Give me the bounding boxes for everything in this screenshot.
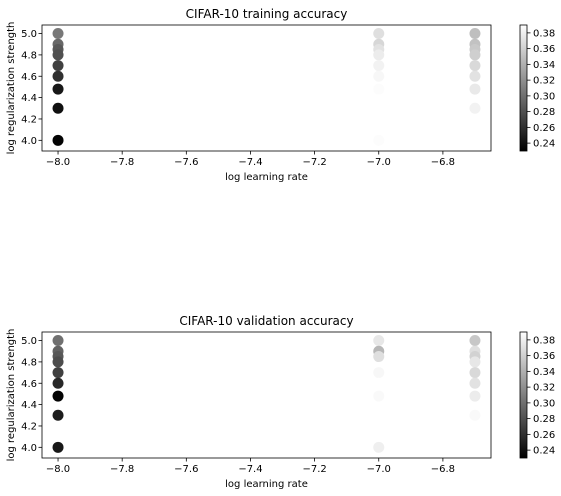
colorbar-tick-label: 0.30 [533, 91, 555, 102]
colorbar-tick-label: 0.32 [533, 76, 555, 87]
y-tick-label: 4.6 [21, 379, 37, 390]
colorbar [519, 331, 528, 459]
colorbar-tick-label: 0.38 [533, 335, 555, 346]
x-tick-label: −7.2 [302, 157, 326, 168]
plot-frame [41, 331, 492, 459]
data-point [373, 351, 385, 363]
colorbar-tick-label: 0.28 [533, 414, 555, 425]
data-point [469, 335, 481, 347]
x-tick-label: −6.8 [431, 464, 455, 475]
colorbar-tick-label: 0.24 [533, 139, 555, 150]
y-tick-label: 4.2 [21, 421, 37, 432]
x-tick-label: −6.8 [431, 157, 455, 168]
x-tick-label: −7.6 [174, 157, 198, 168]
data-point [469, 28, 481, 40]
x-tick-label: −7.8 [110, 464, 134, 475]
data-point [373, 409, 385, 421]
y-tick-label: 4.0 [21, 136, 37, 147]
data-point [373, 390, 385, 402]
data-point [52, 356, 64, 368]
data-point [52, 390, 64, 402]
data-point [52, 60, 64, 72]
y-tick-label: 5.0 [21, 336, 37, 347]
chart-title: CIFAR-10 validation accuracy [179, 314, 353, 328]
data-point [373, 377, 385, 389]
data-point [373, 70, 385, 82]
x-tick-label: −7.4 [238, 157, 262, 168]
data-point [52, 102, 64, 114]
x-tick-label: −7.4 [238, 464, 262, 475]
data-point [373, 28, 385, 40]
y-tick-label: 4.4 [21, 400, 37, 411]
data-point [373, 335, 385, 347]
data-point [52, 28, 64, 40]
y-tick-label: 4.8 [21, 357, 37, 368]
data-point [469, 377, 481, 389]
colorbar-tick-label: 0.36 [533, 44, 555, 55]
data-point [469, 83, 481, 95]
data-point [373, 60, 385, 72]
x-tick-label: −7.0 [367, 157, 391, 168]
data-point [469, 49, 481, 61]
y-tick-label: 4.6 [21, 72, 37, 83]
data-point [52, 441, 64, 453]
x-tick-label: −7.6 [174, 464, 198, 475]
colorbar-tick-label: 0.26 [533, 123, 555, 134]
data-point [373, 83, 385, 95]
colorbar-tick-label: 0.38 [533, 28, 555, 39]
data-point [52, 49, 64, 61]
data-point [469, 356, 481, 368]
data-point [52, 70, 64, 82]
colorbar-tick-label: 0.34 [533, 367, 555, 378]
x-tick-label: −7.8 [110, 157, 134, 168]
data-point [469, 70, 481, 82]
data-point [52, 335, 64, 347]
data-point [52, 83, 64, 95]
colorbar-tick-label: 0.36 [533, 351, 555, 362]
data-point [469, 102, 481, 114]
data-point [52, 134, 64, 146]
data-point [469, 409, 481, 421]
data-point [469, 390, 481, 402]
y-axis-label: log regularization strength [6, 329, 17, 462]
y-tick-label: 4.0 [21, 443, 37, 454]
colorbar-tick-label: 0.24 [533, 446, 555, 457]
colorbar-tick-label: 0.34 [533, 60, 555, 71]
data-point [373, 367, 385, 379]
plot-frame [41, 24, 492, 152]
colorbar-tick-label: 0.26 [533, 430, 555, 441]
x-axis-label: log learning rate [225, 479, 308, 490]
data-point [373, 102, 385, 114]
colorbar-tick-label: 0.30 [533, 398, 555, 409]
data-point [52, 367, 64, 379]
data-point [373, 134, 385, 146]
chart-title: CIFAR-10 training accuracy [186, 7, 348, 21]
colorbar-tick-label: 0.28 [533, 107, 555, 118]
y-tick-label: 5.0 [21, 29, 37, 40]
y-axis-label: log regularization strength [6, 22, 17, 155]
colorbar-tick-label: 0.32 [533, 383, 555, 394]
y-tick-label: 4.8 [21, 50, 37, 61]
data-point [52, 377, 64, 389]
x-tick-label: −7.2 [302, 464, 326, 475]
x-tick-label: −7.0 [367, 464, 391, 475]
colorbar [519, 24, 528, 152]
data-point [373, 441, 385, 453]
x-axis-label: log learning rate [225, 172, 308, 183]
x-tick-label: −8.0 [46, 157, 70, 168]
data-point [373, 49, 385, 61]
data-point [469, 60, 481, 72]
y-tick-label: 4.4 [21, 93, 37, 104]
data-point [52, 409, 64, 421]
x-tick-label: −8.0 [46, 464, 70, 475]
data-point [469, 367, 481, 379]
y-tick-label: 4.2 [21, 114, 37, 125]
